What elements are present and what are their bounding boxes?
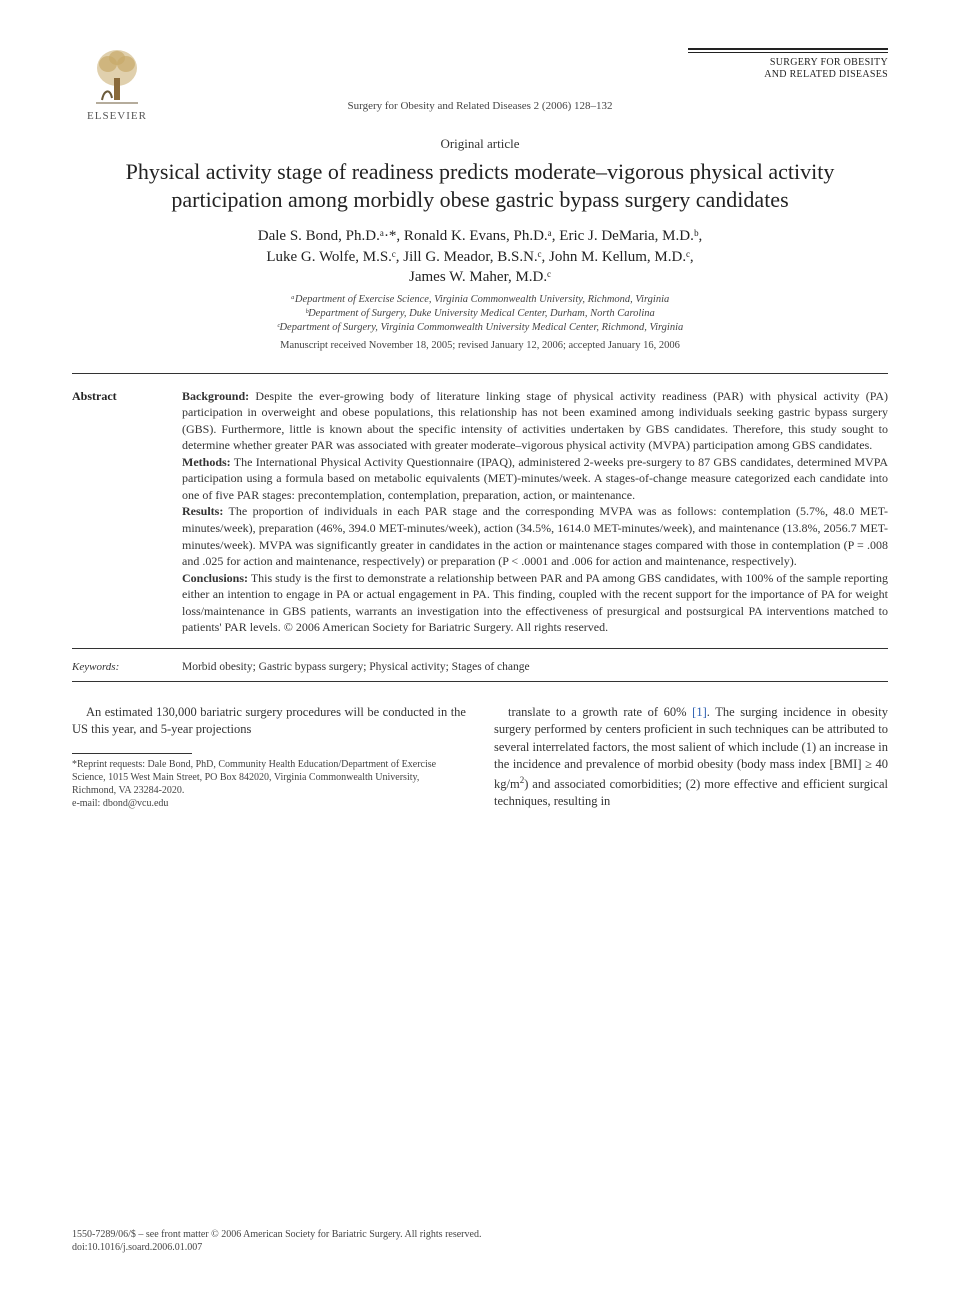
keywords-label: Keywords:	[72, 661, 182, 673]
journal-name-line1: SURGERY FOR OBESITY	[688, 57, 888, 69]
publisher-name: ELSEVIER	[87, 110, 147, 122]
elsevier-tree-icon	[90, 48, 144, 108]
journal-name-line2: AND RELATED DISEASES	[688, 69, 888, 81]
corresponding-email[interactable]: dbond@vcu.edu	[103, 798, 169, 809]
body-columns: An estimated 130,000 bariatric surgery p…	[72, 704, 888, 811]
abstract-label: Abstract	[72, 388, 182, 636]
abs-methods-label: Methods:	[182, 455, 231, 469]
abstract-block: Abstract Background: Despite the ever-gr…	[72, 373, 888, 649]
reprint-footnote: *Reprint requests: Dale Bond, PhD, Commu…	[72, 758, 466, 797]
body-para-2: translate to a growth rate of 60% [1]. T…	[494, 704, 888, 811]
footer-copyright: 1550-7289/06/$ – see front matter © 2006…	[72, 1228, 888, 1241]
body-column-right: translate to a growth rate of 60% [1]. T…	[494, 704, 888, 811]
abs-background: Despite the ever-growing body of literat…	[182, 389, 888, 453]
article-title: Physical activity stage of readiness pre…	[92, 158, 868, 214]
abs-background-label: Background:	[182, 389, 249, 403]
footer-doi: doi:10.1016/j.soard.2006.01.007	[72, 1241, 888, 1254]
authors-line1: Dale S. Bond, Ph.D.ᵃ·*, Ronald K. Evans,…	[258, 228, 702, 244]
article-type: Original article	[72, 136, 888, 152]
keywords-text: Morbid obesity; Gastric bypass surgery; …	[182, 661, 888, 673]
keywords-row: Keywords: Morbid obesity; Gastric bypass…	[72, 655, 888, 682]
publisher-logo-block: ELSEVIER	[72, 48, 162, 122]
page-footer: 1550-7289/06/$ – see front matter © 2006…	[72, 1228, 888, 1254]
body-para-1: An estimated 130,000 bariatric surgery p…	[72, 704, 466, 739]
body-column-left: An estimated 130,000 bariatric surgery p…	[72, 704, 466, 811]
email-label: e-mail:	[72, 798, 103, 809]
ref-link-1[interactable]: [1]	[692, 705, 707, 719]
manuscript-dates: Manuscript received November 18, 2005; r…	[72, 340, 888, 351]
abstract-text: Background: Despite the ever-growing bod…	[182, 388, 888, 636]
affiliation-b: ᵇDepartment of Surgery, Duke University …	[72, 307, 888, 321]
journal-name-block: SURGERY FOR OBESITY AND RELATED DISEASES	[688, 48, 888, 80]
affiliation-c: ᶜDepartment of Surgery, Virginia Commonw…	[72, 321, 888, 335]
abs-results-label: Results:	[182, 504, 223, 518]
affiliation-a: ᵃDepartment of Exercise Science, Virgini…	[72, 293, 888, 307]
abs-conclusions: This study is the first to demonstrate a…	[182, 571, 888, 635]
authors-line2: Luke G. Wolfe, M.S.ᶜ, Jill G. Meador, B.…	[266, 249, 693, 265]
abs-conclusions-label: Conclusions:	[182, 571, 248, 585]
author-list: Dale S. Bond, Ph.D.ᵃ·*, Ronald K. Evans,…	[112, 226, 848, 287]
footnote-rule	[72, 753, 192, 754]
abs-methods: The International Physical Activity Ques…	[182, 455, 888, 502]
email-footnote: e-mail: dbond@vcu.edu	[72, 797, 466, 810]
abs-results: The proportion of individuals in each PA…	[182, 504, 888, 568]
affiliations: ᵃDepartment of Exercise Science, Virgini…	[72, 293, 888, 336]
authors-line3: James W. Maher, M.D.ᶜ	[409, 269, 551, 285]
citation-line: Surgery for Obesity and Related Diseases…	[72, 100, 888, 112]
